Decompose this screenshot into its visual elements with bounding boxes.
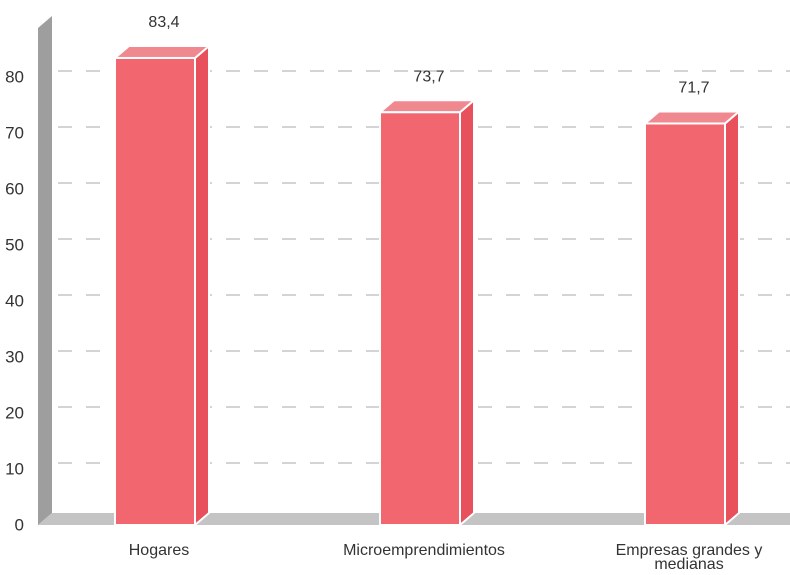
bar-top <box>114 44 210 59</box>
bar <box>379 99 475 526</box>
bars: 83,4 73,7 71,7 <box>114 14 740 527</box>
y-tick-label: 80 <box>5 67 24 86</box>
bar-front <box>114 56 196 527</box>
y-tick-label: 30 <box>5 347 24 366</box>
bar-value-label: 73,7 <box>413 68 444 85</box>
left-wall <box>38 16 52 525</box>
x-category-label: Hogares <box>129 542 189 559</box>
y-tick-label: 40 <box>5 291 24 310</box>
y-axis: 0 10 20 30 40 50 60 70 80 <box>5 67 24 534</box>
bar <box>644 110 740 526</box>
bar-value-label: 71,7 <box>678 79 709 96</box>
y-tick-label: 50 <box>5 235 24 254</box>
y-tick-label: 0 <box>15 515 24 534</box>
y-tick-label: 20 <box>5 403 24 422</box>
x-category-label: Empresas grandes y medianas <box>616 542 763 573</box>
bar-front <box>644 122 726 526</box>
x-axis: Hogares Microemprendimientos Empresas gran… <box>129 542 763 573</box>
bar <box>114 44 210 527</box>
bar-side <box>459 99 475 526</box>
bar-side <box>724 110 740 526</box>
x-category-label: Microemprendimientos <box>343 542 505 559</box>
y-tick-label: 10 <box>5 459 24 478</box>
bar-side <box>194 44 210 526</box>
bar-top <box>379 99 475 114</box>
bar-front <box>379 111 461 526</box>
y-tick-label: 70 <box>5 123 24 142</box>
bar-value-label: 83,4 <box>148 14 179 31</box>
bar-top <box>644 110 740 125</box>
y-tick-label: 60 <box>5 179 24 198</box>
